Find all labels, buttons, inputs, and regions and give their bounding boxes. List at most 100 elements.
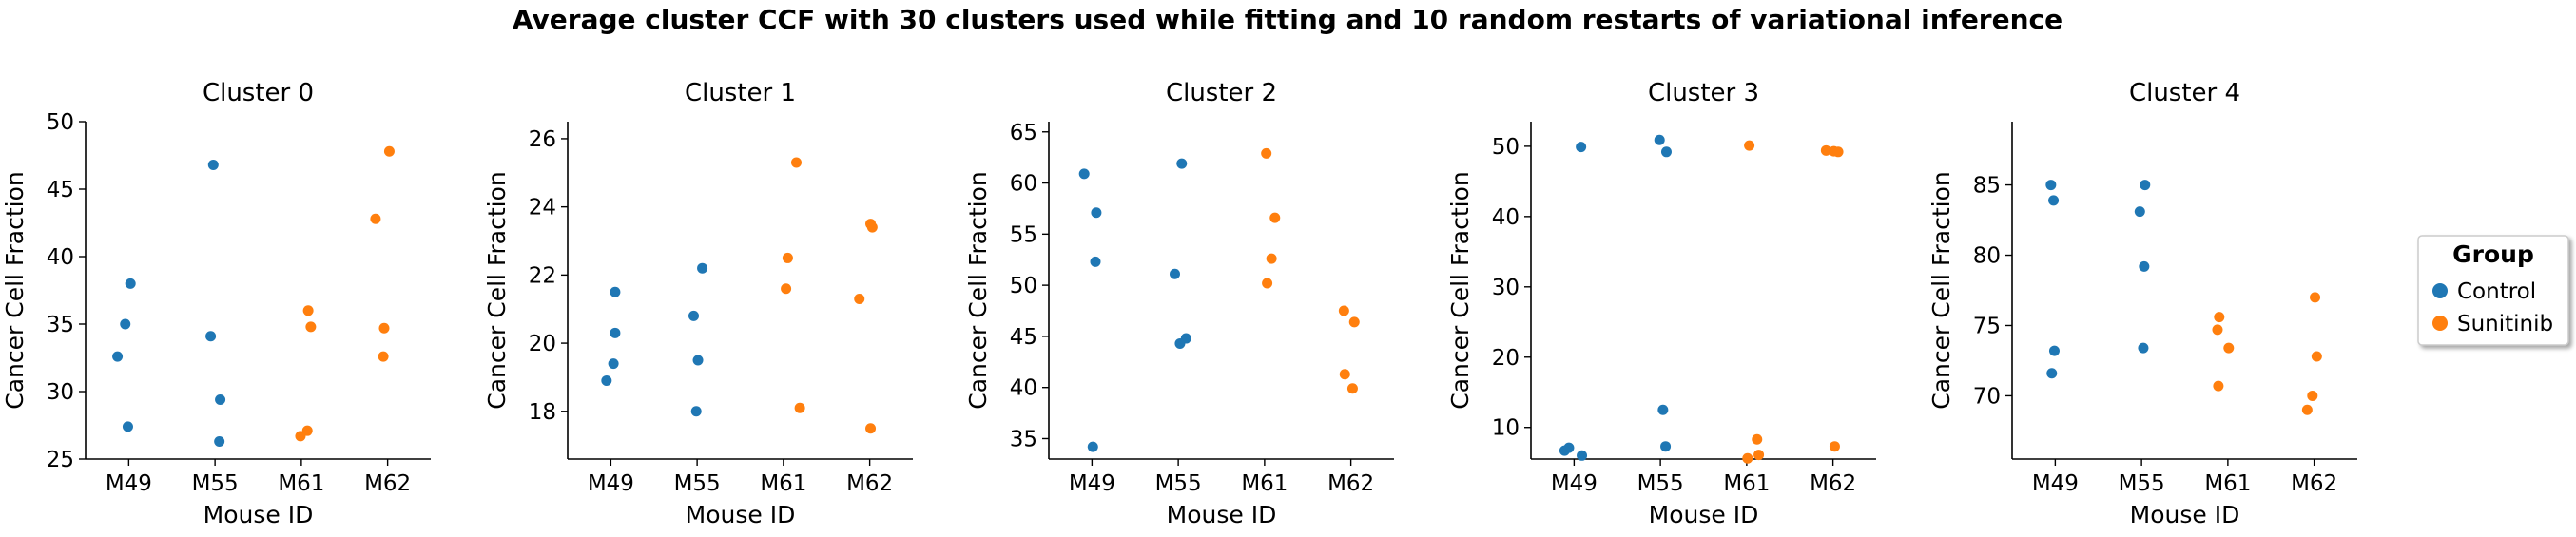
data-point-sunitinib — [1348, 316, 1360, 328]
data-point-sunitinib — [866, 221, 878, 233]
data-point-control — [1078, 168, 1090, 180]
data-point-sunitinib — [781, 283, 792, 295]
data-point-control — [2139, 260, 2150, 272]
data-point-sunitinib — [794, 402, 805, 413]
x-axis-label: Mouse ID — [2130, 501, 2240, 528]
x-tick-label: M49 — [1069, 471, 1115, 496]
y-tick-label: 20 — [529, 332, 556, 356]
legend-box — [2417, 235, 2569, 346]
panel-cluster-0: Cluster 0 25 30 35 40 45 50 M49 M55 M61 M62 Mouse I… — [1, 79, 431, 528]
y-tick-label: 50 — [47, 110, 74, 135]
chart-panels: Cluster 0 25 30 35 40 45 50 M49 M55 M61 M62 Mouse I… — [1, 79, 2357, 528]
y-tick-label: 26 — [529, 127, 556, 152]
x-tick-label: M61 — [1723, 471, 1770, 496]
x-tick-label: M62 — [1810, 471, 1856, 496]
x-tick-label: M62 — [2291, 471, 2337, 496]
y-tick-label: 22 — [529, 263, 556, 288]
data-point-sunitinib — [305, 321, 317, 333]
y-tick-label: 35 — [47, 313, 74, 337]
x-tick-label: M55 — [1637, 471, 1684, 496]
y-tick-label: 18 — [529, 400, 556, 425]
x-tick-label: M49 — [106, 471, 152, 496]
data-point-control — [2138, 342, 2149, 354]
y-tick-label: 45 — [47, 178, 74, 202]
x-tick-label: M49 — [588, 471, 634, 496]
data-point-sunitinib — [782, 252, 793, 263]
panel-title: Cluster 0 — [203, 79, 314, 107]
data-point-sunitinib — [2213, 380, 2224, 392]
data-point-sunitinib — [295, 431, 306, 442]
x-axis-label: Mouse ID — [1167, 501, 1277, 528]
data-point-sunitinib — [2311, 351, 2322, 362]
data-point-sunitinib — [790, 157, 802, 168]
legend-marker-sunitinib — [2432, 316, 2448, 331]
y-tick-label: 85 — [1973, 174, 2001, 199]
data-point-sunitinib — [302, 305, 314, 316]
x-axis-label: Mouse ID — [1649, 501, 1759, 528]
y-tick-label: 50 — [1492, 135, 1520, 160]
data-point-control — [2046, 368, 2058, 379]
x-tick-label: M55 — [1155, 471, 1202, 496]
data-point-control — [1091, 207, 1102, 219]
y-tick-label: 35 — [1010, 427, 1037, 451]
data-point-sunitinib — [1269, 212, 1281, 223]
data-point-control — [1660, 441, 1672, 452]
data-point-control — [2140, 180, 2151, 191]
x-tick-label: M61 — [760, 471, 806, 496]
panel-cluster-3: Cluster 3 10 20 30 40 50 M49 M55 M61 M62 Mouse ID C… — [1446, 79, 1876, 528]
y-tick-label: 45 — [1010, 325, 1037, 350]
y-tick-label: 24 — [529, 196, 556, 221]
data-point-control — [120, 318, 131, 330]
data-point-control — [122, 421, 133, 432]
data-point-sunitinib — [1266, 253, 1277, 264]
y-axis-label: Cancer Cell Fraction — [483, 171, 511, 409]
y-tick-label: 20 — [1492, 346, 1520, 371]
data-point-sunitinib — [2223, 342, 2235, 354]
data-point-sunitinib — [1744, 140, 1755, 151]
x-tick-label: M61 — [278, 471, 324, 496]
x-axis-label: Mouse ID — [203, 501, 314, 528]
data-point-control — [112, 351, 124, 362]
data-point-control — [2134, 206, 2145, 218]
figure-title: Average cluster CCF with 30 clusters use… — [513, 4, 2063, 35]
panel-title: Cluster 1 — [685, 79, 796, 107]
data-point-control — [2048, 195, 2060, 206]
y-axis-label: Cancer Cell Fraction — [964, 171, 992, 409]
y-tick-label: 30 — [47, 380, 74, 405]
legend-title: Group — [2452, 240, 2534, 268]
panel-cluster-1: Cluster 1 18 20 22 24 26 M49 M55 M61 M62 Mouse ID C… — [483, 79, 913, 528]
data-point-sunitinib — [378, 351, 389, 362]
data-point-control — [688, 310, 699, 321]
x-tick-label: M49 — [1551, 471, 1598, 496]
data-point-control — [1169, 268, 1180, 279]
data-point-sunitinib — [1753, 450, 1765, 461]
data-point-control — [1657, 404, 1669, 415]
x-tick-label: M62 — [364, 471, 411, 496]
y-tick-label: 65 — [1010, 121, 1037, 145]
data-point-control — [2048, 345, 2060, 356]
y-tick-label: 80 — [1973, 244, 2001, 269]
x-tick-label: M62 — [846, 471, 893, 496]
y-tick-label: 60 — [1010, 172, 1037, 197]
y-axis-label: Cancer Cell Fraction — [1927, 171, 1955, 409]
panel-title: Cluster 2 — [1166, 79, 1277, 107]
data-point-sunitinib — [2212, 324, 2223, 336]
y-tick-label: 50 — [1010, 274, 1037, 298]
x-tick-label: M61 — [2204, 471, 2251, 496]
data-point-control — [692, 355, 704, 366]
data-point-control — [207, 159, 219, 170]
x-tick-label: M49 — [2032, 471, 2079, 496]
legend-marker-control — [2432, 283, 2448, 298]
x-tick-label: M62 — [1327, 471, 1374, 496]
panel-title: Cluster 4 — [2129, 79, 2240, 107]
x-tick-label: M55 — [192, 471, 239, 496]
data-point-control — [610, 286, 621, 297]
y-tick-label: 30 — [1492, 276, 1520, 300]
legend-label-sunitinib: Sunitinib — [2457, 312, 2553, 336]
data-point-sunitinib — [2301, 404, 2313, 415]
data-point-sunitinib — [1829, 441, 1840, 452]
data-point-control — [125, 278, 136, 289]
data-point-control — [1174, 337, 1186, 349]
y-axis-label: Cancer Cell Fraction — [1, 171, 29, 409]
